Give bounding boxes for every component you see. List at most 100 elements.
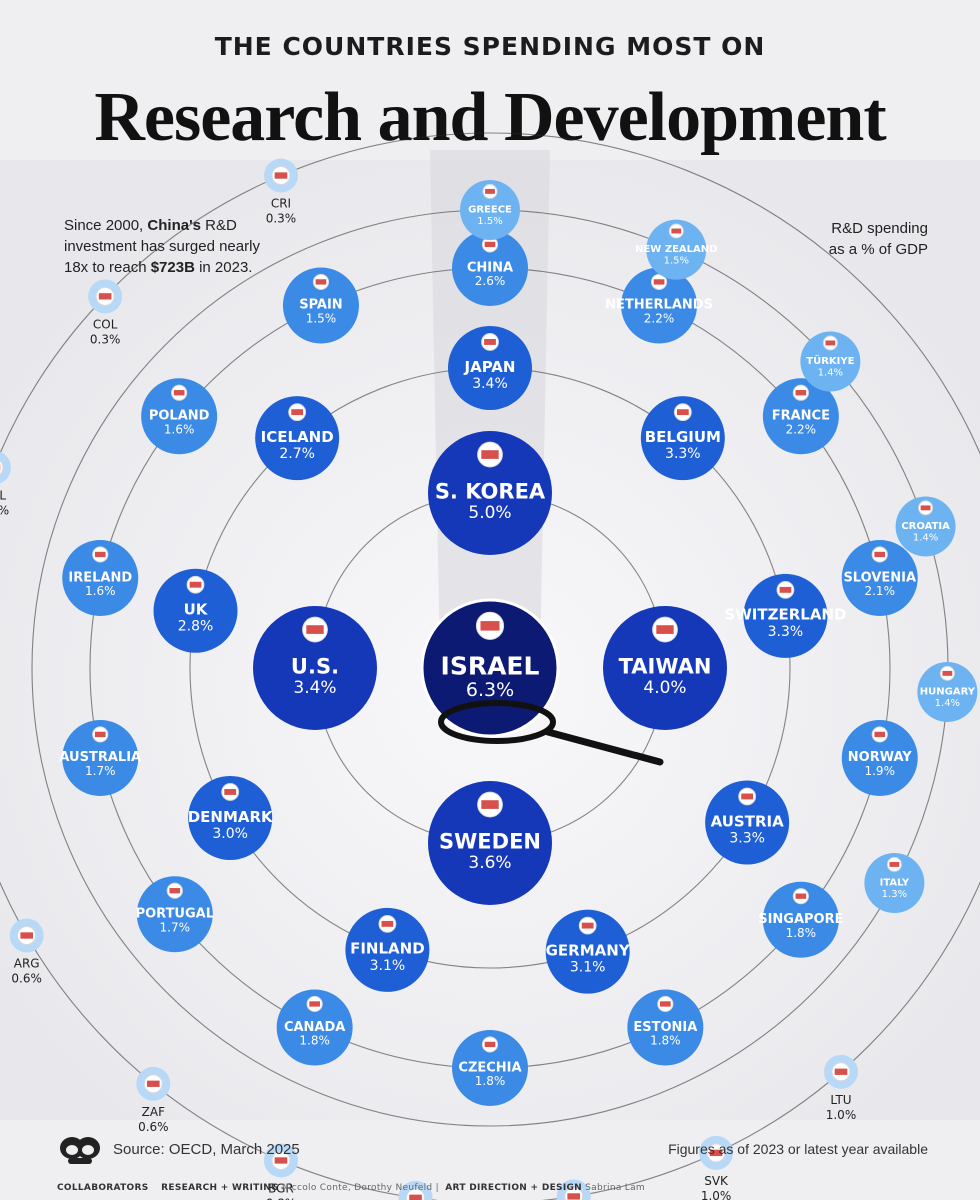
bubble-value: 3.3% [665, 446, 701, 462]
bubble-circle [62, 719, 139, 796]
bubble-circle [895, 496, 956, 557]
bubble-circle [0, 451, 11, 484]
bubble-value: 3.1% [370, 958, 406, 974]
bubble-value: 1.6% [164, 422, 195, 436]
belgium-flag-icon [673, 403, 692, 422]
bubble-circle [62, 540, 139, 617]
bubble-circle [420, 598, 560, 738]
bubble-label: LTU [830, 1093, 851, 1107]
legend-line2: as a % of GDP [828, 241, 928, 258]
bubble-bgr: BGR0.8% [263, 1143, 298, 1200]
note-text: R&D investment has surged nearly 18x to … [64, 217, 260, 276]
bubble-label: CANADA [284, 1020, 345, 1035]
legend-line1: R&D spending [831, 220, 928, 237]
bubble-label: ISRAEL [441, 651, 540, 680]
bubble-value: 1.5% [306, 312, 337, 326]
bubble-circle [603, 606, 727, 730]
research-names: Niccolo Conte, Dorothy Neufeld [281, 1183, 433, 1193]
bubble-label: CZECHIA [458, 1060, 521, 1075]
bubble-value: 3.6% [468, 853, 511, 873]
ireland-flag-icon [92, 546, 109, 563]
bubble-value: 3.0% [212, 826, 248, 842]
chile-flag-icon [0, 460, 4, 475]
bubble-value: 3.1% [570, 960, 606, 976]
bubble-label: BELGIUM [645, 428, 721, 446]
bubble-label: CHINA [467, 260, 513, 275]
bubble-circle [864, 853, 925, 914]
credits: COLLABORATORS RESEARCH + WRITING Niccolo… [57, 1183, 645, 1193]
bubble-circle [460, 180, 520, 240]
magnifier-icon [438, 700, 664, 766]
bubble-label: IRELAND [68, 570, 132, 585]
bubble-circle [800, 331, 861, 392]
bubble-circle [253, 606, 377, 730]
bubble-circle [428, 431, 552, 555]
south-korea-flag-icon [477, 441, 503, 468]
bubble-value: 6.3% [466, 679, 514, 701]
bubble-value: 0.3% [266, 212, 297, 226]
note-bold-amount: $723B [150, 259, 195, 276]
bubble-value: 1.8% [475, 1074, 506, 1088]
iceland-flag-icon [288, 403, 307, 422]
croatia-flag-icon [918, 500, 934, 516]
spain-flag-icon [312, 273, 330, 291]
bubble-lva: LVA0.8% [398, 1180, 433, 1200]
bubble-label: HUNGARY [920, 686, 976, 697]
us-flag-icon [302, 616, 328, 643]
bubble-label: SVK [704, 1174, 729, 1188]
bubble-label: ITALY [880, 878, 910, 889]
bubble-label: JAPAN [464, 358, 516, 376]
bubble-value: 2.1% [864, 584, 895, 598]
bubble-value: 2.8% [178, 619, 214, 635]
portugal-flag-icon [166, 882, 183, 899]
bubble-circle [917, 661, 978, 722]
czechia-flag-icon [481, 1036, 499, 1053]
bubble-label: SWITZERLAND [724, 606, 846, 624]
bubble-value: 2.7% [279, 446, 315, 462]
slovakia-flag-icon [706, 1143, 726, 1163]
bubble-value: 1.8% [786, 926, 817, 940]
bubble-value: 1.0% [701, 1189, 732, 1200]
greece-flag-icon [482, 183, 498, 199]
sweden-flag-icon [477, 791, 503, 818]
guide-ring-5 [0, 132, 980, 1200]
collaborators-logo-icon [60, 1137, 100, 1164]
bubble-value: 0.4% [0, 504, 9, 518]
bubble-chl: CHL0.4% [0, 451, 11, 518]
colombia-flag-icon [95, 286, 115, 306]
bubble-value: 0.6% [11, 972, 42, 986]
bubble-label: UK [184, 601, 209, 619]
bubble-uk: UK2.8% [153, 568, 238, 653]
bulgaria-flag-icon [271, 1150, 291, 1170]
bubble-value: 3.4% [472, 376, 508, 392]
bubble-circle [345, 907, 430, 992]
israel-flag-icon [475, 611, 505, 640]
bubble-label: AUSTRALIA [59, 750, 141, 765]
bubble-circle [448, 326, 532, 410]
hungary-flag-icon [939, 665, 955, 681]
bubble-label: ICELAND [261, 428, 334, 446]
bubble-label: S. KOREA [435, 479, 546, 503]
slovenia-flag-icon [871, 546, 888, 563]
bubble-value: 3.3% [768, 624, 804, 640]
bubble-value: 1.4% [935, 698, 960, 709]
